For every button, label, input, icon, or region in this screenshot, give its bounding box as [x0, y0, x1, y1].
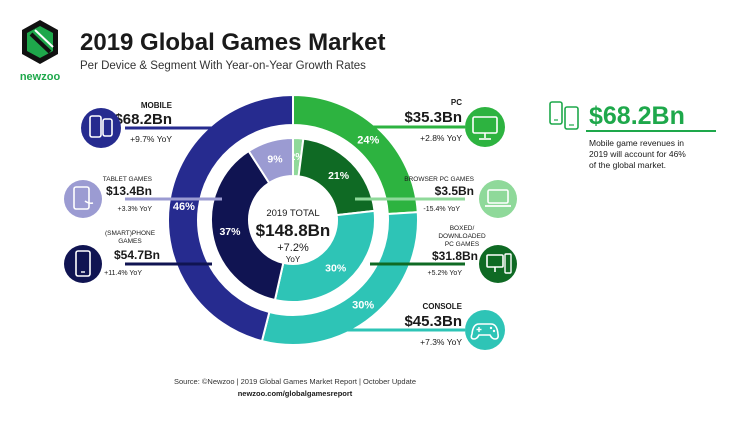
page-subtitle: Per Device & Segment With Year-on-Year G…: [80, 60, 366, 72]
segment-console: CONSOLE $45.3Bn +7.3% YoY: [404, 302, 462, 347]
center-yoy: YoY: [286, 255, 301, 264]
segment-phone: (SMART)PHONE GAMES $54.7Bn +11.4% YoY: [104, 230, 160, 277]
segment-tablet: TABLET GAMES $13.4Bn +3.3% YoY: [103, 176, 153, 213]
segment-boxed: BOXED/ DOWNLOADED PC GAMES $31.8Bn +5.2%…: [428, 225, 486, 277]
inner-label-smart-phone-games: 37%: [219, 226, 241, 238]
mobile-growth: +9.7% YoY: [130, 134, 172, 144]
console-value: $45.3Bn: [404, 313, 462, 330]
phone-value: $54.7Bn: [114, 248, 160, 262]
outer-label-mobile: 46%: [173, 201, 195, 213]
callout-line-3: of the global market.: [589, 160, 666, 170]
brand-name: newzoo: [20, 71, 61, 83]
boxed-label-1: BOXED/: [450, 225, 475, 232]
tablet-growth: +3.3% YoY: [118, 206, 153, 213]
outer-label-pc: 24%: [357, 135, 379, 147]
callout-line-2: 2019 will account for 46%: [589, 149, 686, 159]
tablet-icon: [64, 180, 102, 218]
mobile-label: MOBILE: [141, 101, 173, 110]
phone-label-1: (SMART)PHONE: [105, 230, 156, 237]
callout: $68.2Bn Mobile game revenues in 2019 wil…: [549, 101, 716, 170]
segment-pc: PC $35.3Bn +2.8% YoY: [404, 98, 462, 143]
outer-label-console: 30%: [352, 300, 374, 312]
inner-label-boxed-downloaded-pc-games: 21%: [328, 170, 350, 182]
pc-growth: +2.8% YoY: [420, 133, 462, 143]
page-title: 2019 Global Games Market: [80, 29, 385, 56]
tablet-label: TABLET GAMES: [103, 176, 153, 183]
laptop-icon: [479, 180, 517, 218]
tablet-value: $13.4Bn: [106, 184, 152, 198]
callout-line-1: Mobile game revenues in: [589, 138, 684, 148]
center-label: 2019 TOTAL: [266, 208, 319, 219]
callout-value: $68.2Bn: [589, 102, 685, 130]
desktop-pc-icon: [479, 245, 517, 283]
mobile-value: $68.2Bn: [114, 111, 172, 128]
footer-source: Source: ©Newzoo | 2019 Global Games Mark…: [174, 377, 416, 386]
segment-mobile: MOBILE $68.2Bn +9.7% YoY: [114, 101, 172, 144]
pc-label: PC: [451, 98, 462, 107]
inner-label-tablet-games: 9%: [267, 153, 283, 165]
monitor-icon: [465, 107, 505, 147]
callout-mobile-devices-icon: [549, 101, 579, 130]
console-label: CONSOLE: [422, 302, 462, 311]
gamepad-icon: [465, 310, 505, 350]
browser-value: $3.5Bn: [435, 184, 474, 198]
console-growth: +7.3% YoY: [420, 337, 462, 347]
smartphone-icon: [64, 245, 102, 283]
donut-chart: 24%30%46%2%21%30%37%9%: [167, 93, 419, 346]
browser-growth: -15.4% YoY: [423, 206, 460, 213]
center-value: $148.8Bn: [256, 221, 331, 240]
inner-label-console: 30%: [325, 262, 347, 274]
center-growth: +7.2%: [277, 242, 309, 254]
newzoo-logo: newzoo: [20, 20, 61, 83]
mobile-devices-icon: [81, 108, 121, 148]
boxed-label-2: DOWNLOADED: [438, 233, 486, 240]
browser-label: BROWSER PC GAMES: [404, 176, 474, 183]
donut-center-hole: [249, 176, 337, 264]
pc-value: $35.3Bn: [404, 109, 462, 126]
boxed-label-3: PC GAMES: [445, 241, 480, 248]
segment-browser: BROWSER PC GAMES $3.5Bn -15.4% YoY: [404, 176, 474, 213]
footer-url[interactable]: newzoo.com/globalgamesreport: [238, 389, 353, 398]
center-total: 2019 TOTAL $148.8Bn +7.2% YoY: [256, 208, 331, 264]
boxed-growth: +5.2% YoY: [428, 270, 463, 277]
outer-slice-mobile: [167, 93, 294, 343]
phone-growth: +11.4% YoY: [104, 270, 142, 277]
phone-label-2: GAMES: [118, 238, 142, 245]
boxed-value: $31.8Bn: [432, 249, 478, 263]
